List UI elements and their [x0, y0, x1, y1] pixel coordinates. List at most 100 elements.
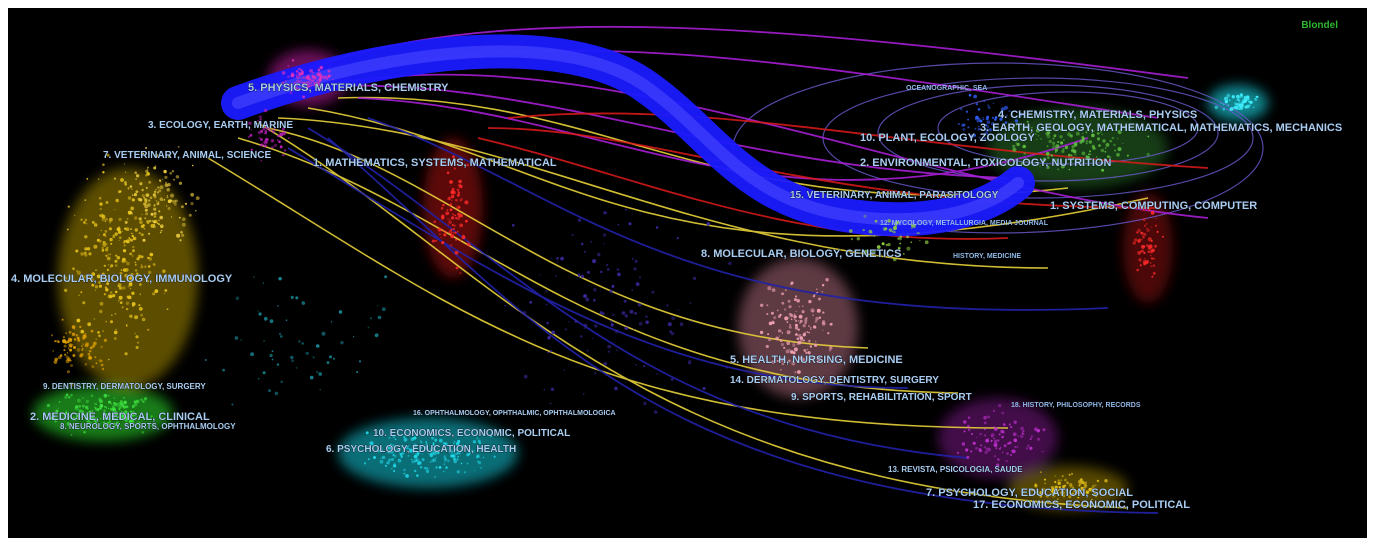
node-point: [455, 452, 459, 456]
node-point: [109, 217, 113, 222]
node-point: [459, 223, 464, 228]
node-point: [828, 349, 832, 352]
node-point: [257, 310, 259, 312]
node-point: [106, 256, 111, 261]
node-point: [586, 349, 589, 352]
node-point: [131, 291, 135, 295]
node-point: [992, 409, 996, 412]
node-point: [786, 341, 790, 346]
node-point: [442, 204, 445, 207]
node-point: [455, 266, 459, 270]
node-point: [64, 288, 68, 292]
node-point: [392, 435, 396, 438]
node-point: [962, 128, 966, 131]
node-point: [1014, 119, 1019, 123]
node-point: [145, 146, 148, 150]
node-point: [444, 461, 446, 463]
node-point: [1151, 226, 1153, 228]
community-ellipse: [937, 91, 1199, 165]
node-point: [1046, 145, 1049, 148]
node-point: [114, 402, 119, 407]
node-point: [984, 450, 988, 454]
node-point: [1091, 498, 1093, 501]
node-point: [1042, 157, 1047, 162]
node-point: [452, 155, 455, 158]
node-point: [301, 342, 305, 345]
node-point: [146, 168, 149, 170]
node-point: [131, 405, 135, 408]
node-point: [377, 305, 379, 307]
node-point: [547, 336, 551, 340]
node-point: [96, 274, 101, 279]
node-point: [70, 434, 73, 436]
node-point: [604, 211, 607, 215]
node-point: [112, 415, 115, 418]
node-point: [1050, 485, 1054, 489]
node-point: [94, 356, 97, 359]
node-point: [1116, 152, 1120, 157]
node-point: [1136, 268, 1139, 272]
node-point: [462, 444, 466, 448]
left-map-labels: 5. PHYSICS, MATERIALS, CHEMISTRY 3. ECOL…: [11, 82, 616, 456]
node-point: [1095, 156, 1098, 158]
node-point: [69, 348, 72, 352]
node-point: [1156, 230, 1159, 233]
node-point: [132, 245, 135, 249]
node-point: [1000, 107, 1005, 112]
node-point: [80, 411, 82, 414]
node-point: [80, 329, 85, 334]
node-point: [85, 342, 89, 347]
node-point: [560, 256, 564, 261]
node-point: [447, 224, 449, 226]
node-point: [655, 226, 659, 229]
node-point: [1022, 427, 1025, 429]
node-point: [1060, 490, 1065, 495]
yellow-flow: [257, 122, 1129, 509]
node-point: [69, 415, 72, 418]
node-point: [421, 453, 423, 455]
node-point: [73, 346, 76, 349]
node-point: [1078, 479, 1082, 484]
node-point: [115, 421, 119, 425]
node-point: [1034, 427, 1038, 432]
node-point: [387, 450, 391, 454]
node-point: [461, 197, 463, 200]
node-point: [107, 418, 110, 420]
community-ellipse: [877, 84, 1219, 182]
node-point: [1147, 246, 1152, 250]
node-point: [1075, 491, 1079, 495]
node-point: [87, 416, 91, 420]
node-point: [1065, 489, 1069, 492]
node-point: [1254, 98, 1258, 102]
node-point: [982, 118, 985, 121]
node-point: [452, 443, 455, 446]
node-point: [103, 293, 106, 296]
cluster-cloud-yellow-right: [1008, 466, 1128, 510]
node-point: [594, 372, 597, 375]
node-point: [1069, 486, 1072, 489]
node-point: [829, 346, 833, 350]
node-point: [963, 420, 967, 424]
node-point: [319, 388, 321, 391]
node-point: [263, 132, 265, 135]
node-point: [264, 144, 267, 148]
node-point: [123, 244, 126, 247]
node-point: [262, 282, 265, 284]
node-point: [273, 127, 276, 130]
node-point: [725, 367, 728, 369]
science-map-overlay: Blondel 5. PHYSICS, MATERIALS, CHEMISTRY…: [11, 20, 1343, 514]
node-point: [140, 233, 144, 237]
node-point: [166, 187, 170, 192]
node-point: [85, 405, 89, 409]
node-point: [706, 222, 710, 226]
node-point: [416, 453, 420, 456]
node-point: [139, 198, 143, 202]
node-point: [429, 453, 433, 458]
node-point: [130, 228, 132, 231]
node-point: [108, 221, 112, 224]
node-point: [260, 138, 263, 141]
node-point: [133, 402, 138, 407]
node-point: [93, 244, 98, 249]
right-map-labels: 4. CHEMISTRY, MATERIALS, PHYSICS 3. EART…: [701, 85, 1343, 511]
node-point: [113, 418, 116, 421]
